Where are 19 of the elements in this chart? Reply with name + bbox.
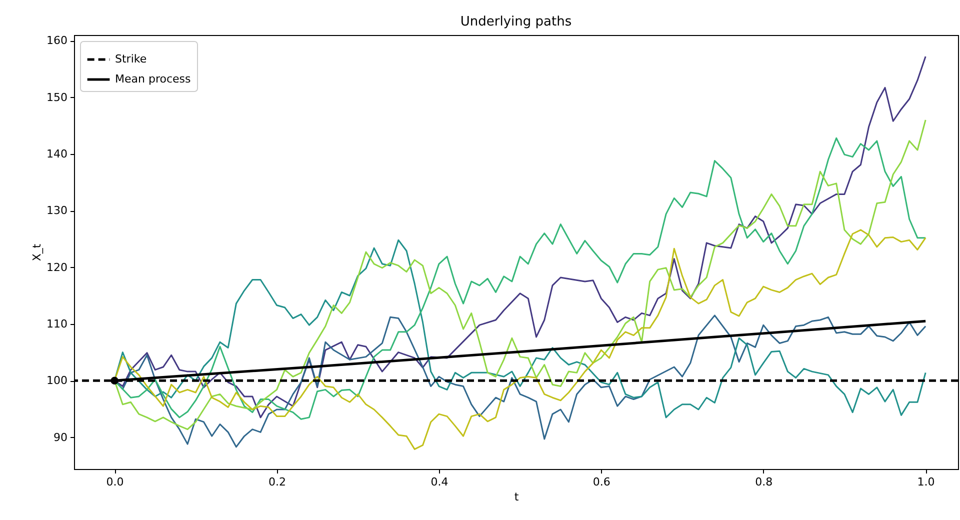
x-tick-label: 0.6 (592, 476, 610, 488)
y-tick-label: 150 (46, 90, 68, 104)
y-tick-label: 160 (46, 34, 68, 48)
y-axis-title: X_t (30, 243, 44, 262)
legend-label: Strike (115, 52, 147, 66)
x-tick-label: 0.0 (106, 476, 124, 488)
chart-title: Underlying paths (460, 14, 572, 30)
y-tick-label: 130 (46, 204, 68, 218)
x-tick-label: 0.2 (268, 476, 286, 488)
y-tick-label: 120 (46, 260, 68, 274)
x-tick-label: 0.4 (430, 476, 448, 488)
y-tick-label: 110 (46, 317, 68, 330)
x-tick-label: 0.8 (755, 476, 773, 488)
legend-label: Mean process (115, 72, 192, 86)
x-tick-label: 1.0 (917, 476, 935, 488)
y-tick-label: 100 (46, 374, 68, 388)
y-tick-label: 90 (54, 430, 68, 444)
y-tick-label: 140 (46, 147, 68, 160)
x-axis-title: t (514, 490, 520, 504)
